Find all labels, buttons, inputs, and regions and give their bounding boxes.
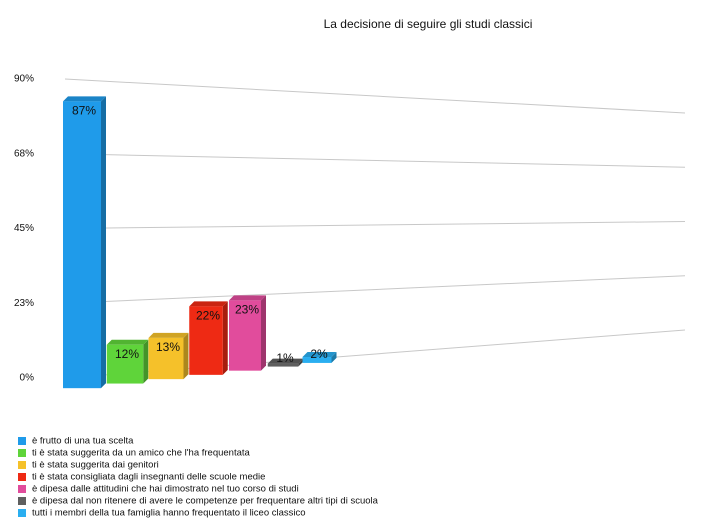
legend-swatch bbox=[18, 437, 26, 445]
grid-line bbox=[64, 221, 686, 229]
bar-top bbox=[229, 295, 266, 301]
bar-top bbox=[302, 352, 337, 358]
bar-side bbox=[331, 352, 337, 363]
grid-line bbox=[64, 153, 686, 168]
value-label: 23% bbox=[235, 303, 259, 317]
legend-swatch bbox=[18, 449, 26, 457]
value-label: 22% bbox=[196, 308, 220, 322]
bar-top bbox=[148, 332, 189, 338]
bar bbox=[302, 357, 332, 363]
y-tick-label: 68% bbox=[14, 148, 34, 159]
chart-title: La decisione di seguire gli studi classi… bbox=[324, 17, 533, 31]
grid-line bbox=[64, 78, 686, 114]
value-label: 2% bbox=[310, 347, 328, 361]
legend-swatch bbox=[18, 497, 26, 505]
legend-label: è dipesa dalle attitudini che hai dimost… bbox=[32, 484, 299, 495]
legend-swatch bbox=[18, 473, 26, 481]
bar-top bbox=[189, 301, 228, 307]
legend-label: ti è stata suggerita dai genitori bbox=[32, 460, 159, 471]
legend-label: è dipesa dal non ritenere di avere le co… bbox=[32, 496, 379, 507]
y-tick-label: 45% bbox=[14, 223, 34, 234]
bar bbox=[106, 344, 144, 384]
legend-label: ti è stata consigliata dagli insegnanti … bbox=[32, 472, 265, 483]
bar bbox=[267, 363, 299, 367]
bar bbox=[189, 306, 223, 375]
bar-side bbox=[261, 295, 266, 371]
value-label: 87% bbox=[72, 103, 96, 117]
bar-side bbox=[183, 332, 189, 380]
value-label: 1% bbox=[276, 351, 294, 365]
value-label: 13% bbox=[156, 340, 180, 354]
legend-label: tutti i membri della tua famiglia hanno … bbox=[32, 508, 306, 519]
bar-top bbox=[267, 358, 304, 364]
legend-swatch bbox=[18, 485, 26, 493]
y-tick-label: 90% bbox=[14, 74, 34, 85]
bar-side bbox=[143, 339, 149, 384]
grid-line bbox=[64, 275, 686, 304]
legend-label: è frutto di una tua scelta bbox=[32, 436, 134, 447]
bar bbox=[229, 300, 261, 371]
legend-label: ti è stata suggerita da un amico che l'h… bbox=[32, 448, 251, 459]
bar-side bbox=[222, 301, 228, 375]
bar bbox=[148, 337, 184, 380]
legend-swatch bbox=[18, 461, 26, 469]
y-tick-label: 23% bbox=[14, 298, 34, 309]
value-label: 12% bbox=[115, 347, 139, 361]
bar-side bbox=[101, 96, 106, 389]
legend-swatch bbox=[18, 509, 26, 517]
y-tick-label: 0% bbox=[20, 373, 35, 384]
bar-top bbox=[106, 339, 149, 345]
bar-side bbox=[298, 358, 304, 367]
bar-top bbox=[63, 96, 106, 102]
bar bbox=[63, 101, 101, 389]
